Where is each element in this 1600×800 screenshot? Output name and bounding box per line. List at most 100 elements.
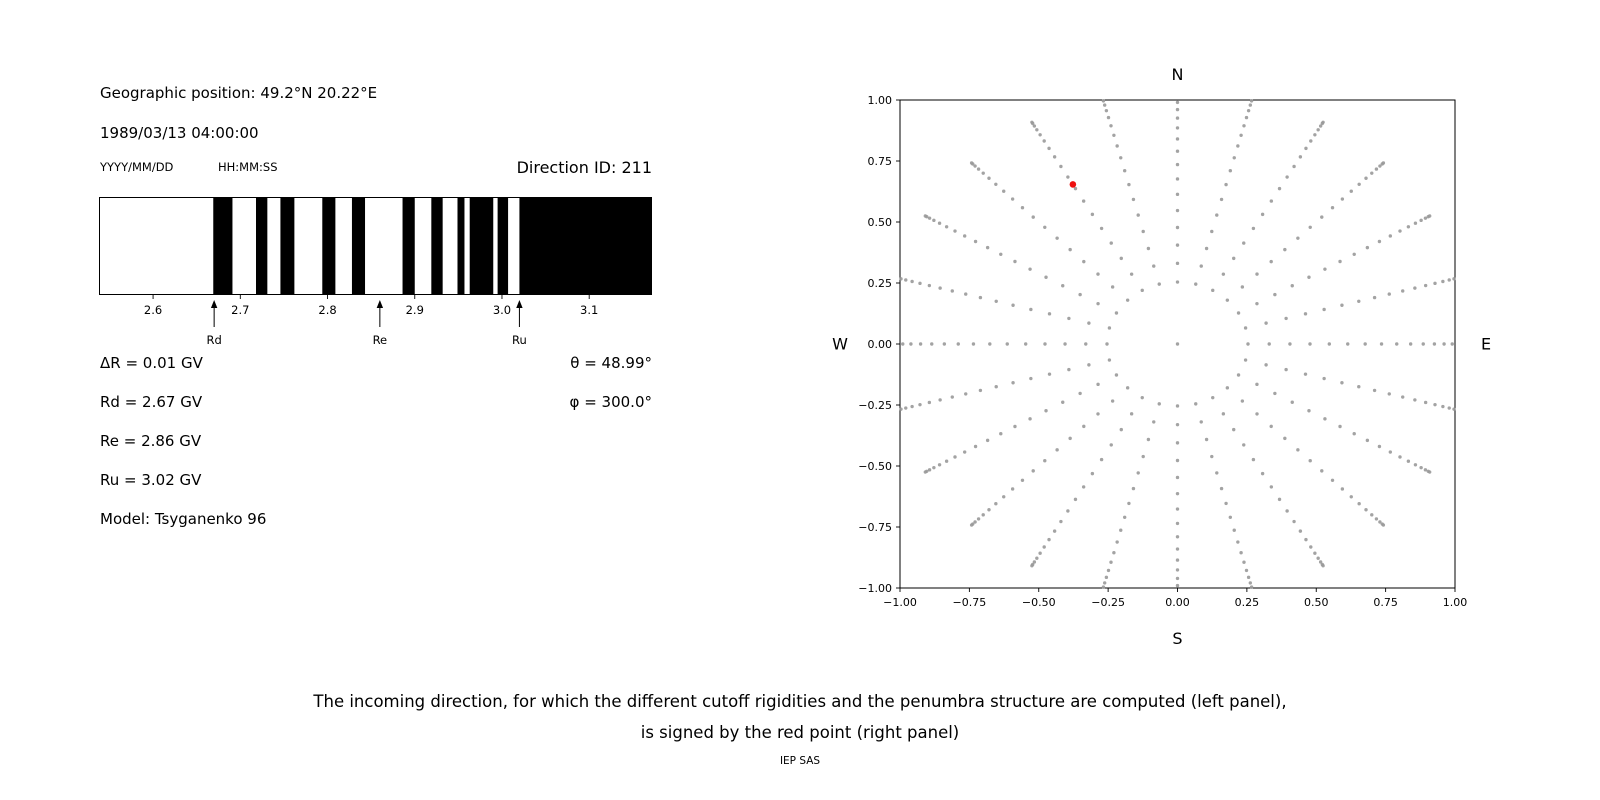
grid-dot [1251,457,1256,462]
grid-dot [1047,146,1051,151]
direction-id-label: Direction ID: 211 [516,158,652,177]
grid-dot [994,502,998,506]
grid-dot [1175,521,1180,526]
grid-dot [1087,363,1091,367]
theta-value: θ = 48.99° [570,354,652,372]
grid-dot [1119,156,1123,160]
grid-dot [1298,155,1303,159]
grid-dot [1433,402,1437,407]
grid-dot [1370,513,1374,517]
x-tick-label: 2.8 [318,303,336,317]
grid-dot [953,455,957,459]
grid-dot [1352,432,1356,436]
grid-dot [1285,509,1289,513]
grid-dot [1423,400,1428,405]
grid-dot [1038,133,1042,137]
grid-dot [1352,252,1356,256]
grid-dot [1364,508,1368,512]
grid-dot [1441,404,1445,409]
grid-dot [1408,342,1413,346]
grid-dot [953,229,957,233]
grid-dot [1242,124,1246,128]
grid-dot [1096,272,1100,276]
grid-dot [1388,450,1393,454]
forbidden-band [256,198,268,294]
grid-dot [1316,128,1320,132]
forbidden-band [351,198,366,294]
grid-dot [1175,404,1180,408]
grid-dot [1349,189,1353,193]
grid-dot [1264,321,1268,325]
grid-dot [1318,560,1323,564]
cutoff-arrow-label: Re [373,333,388,347]
caption-line-1: The incoming direction, for which the di… [313,692,1287,711]
grid-dot [1157,282,1161,286]
grid-dot [1043,342,1047,346]
grid-dot [1406,225,1411,229]
grid-dot [918,281,922,286]
grid-dot [1106,115,1111,120]
grid-dot [1292,164,1296,169]
grid-dot [1321,120,1325,124]
cutoff-arrow-head [376,300,384,308]
grid-dot [1401,289,1405,293]
grid-dot [1067,367,1071,372]
grid-dot [1125,298,1130,302]
grid-dot [1419,465,1423,470]
grid-dot [1309,545,1313,549]
grid-dot [978,388,983,393]
grid-dot [978,295,983,300]
grid-dot [1032,124,1037,128]
grid-dot [973,520,977,524]
grid-dot [1378,164,1382,168]
grid-dot [909,342,913,346]
grid-dot [1243,326,1248,330]
red-incoming-direction-point [1069,181,1077,188]
grid-dot [910,404,914,409]
grid-dot [1010,487,1015,491]
grid-dot [923,214,928,218]
y-tick-label: 0.75 [868,155,893,168]
y-tick-label: 0.00 [868,338,893,351]
grid-dot [1152,420,1156,424]
grid-dot [1387,392,1391,396]
grid-dot [1215,213,1219,217]
grid-dot [1307,409,1311,413]
grid-dot [1175,192,1180,197]
grid-dot [1242,443,1246,447]
grid-dot [1377,444,1382,449]
grid-dot [1005,342,1009,346]
grid-dot [1264,363,1268,367]
grid-dot [1365,438,1370,443]
grid-dot [1232,156,1236,160]
grid-dot [1303,312,1308,316]
grid-dot [1175,342,1180,346]
grid-dot [1365,245,1370,250]
grid-dot [956,342,960,346]
grid-dot [1240,285,1245,289]
grid-dot [1320,215,1324,219]
grid-dot [1020,478,1025,483]
ru-value: Ru = 3.02 GV [100,471,202,489]
direction-scatter-chart: −1.00−1.00 −0.75 −0.75 −0.50 −0.50 −0.25 −0.25… [832,65,1491,648]
rd-value: Rd = 2.67 GV [100,393,203,411]
grid-dot [1115,540,1119,544]
grid-dot [1146,437,1151,442]
grid-dot [1450,342,1454,346]
grid-dot [1175,243,1180,247]
grid-dot [971,342,976,346]
grid-dot [1249,585,1254,589]
grid-dot [1236,311,1241,315]
grid-dot [927,283,932,288]
grid-dot [1013,424,1017,429]
penumbra-barcode-chart: 2.6 2.7 2.8 2.9 3.0 3.1 Rd Re Ru [99,197,652,347]
grid-dot [1387,292,1391,296]
grid-dot [1052,155,1057,159]
datetime-value: 1989/03/13 04:00:00 [100,124,259,142]
grid-dot [1285,175,1289,179]
x-tick-label: −0.75 [953,596,987,609]
grid-dot [1288,342,1292,346]
compass-s-label: S [1172,629,1182,648]
grid-dot [1442,342,1446,346]
